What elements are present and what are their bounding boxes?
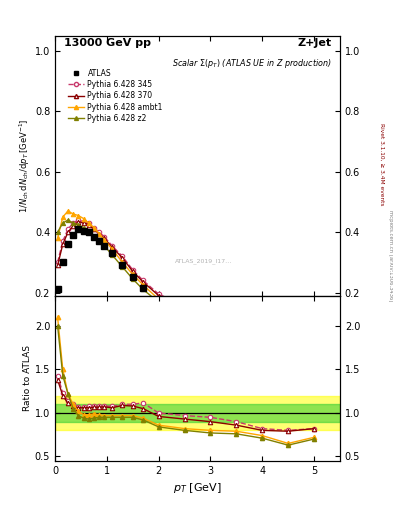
Text: ATLAS_2019_I17…: ATLAS_2019_I17… [174,259,232,264]
Text: mcplots.cern.ch [arXiv:1306.3436]: mcplots.cern.ch [arXiv:1306.3436] [388,210,393,302]
Bar [55,404,340,422]
Y-axis label: Ratio to ATLAS: Ratio to ATLAS [23,345,32,411]
Bar [55,396,340,431]
Y-axis label: $1/N_\mathrm{ch}\,\mathrm{d}N_\mathrm{ch}/\mathrm{d}p_T\,[\mathrm{GeV}^{-1}]$: $1/N_\mathrm{ch}\,\mathrm{d}N_\mathrm{ch… [18,118,32,213]
Legend: ATLAS, Pythia 6.428 345, Pythia 6.428 370, Pythia 6.428 ambt1, Pythia 6.428 z2: ATLAS, Pythia 6.428 345, Pythia 6.428 37… [64,66,166,126]
X-axis label: $p_T$ [GeV]: $p_T$ [GeV] [173,481,222,495]
Text: Rivet 3.1.10, ≥ 3.4M events: Rivet 3.1.10, ≥ 3.4M events [379,122,384,205]
Text: 13000 GeV pp: 13000 GeV pp [64,38,151,49]
Text: Z+Jet: Z+Jet [297,38,331,49]
Text: Scalar $\Sigma(p_T)$ (ATLAS UE in Z production): Scalar $\Sigma(p_T)$ (ATLAS UE in Z prod… [172,57,331,70]
